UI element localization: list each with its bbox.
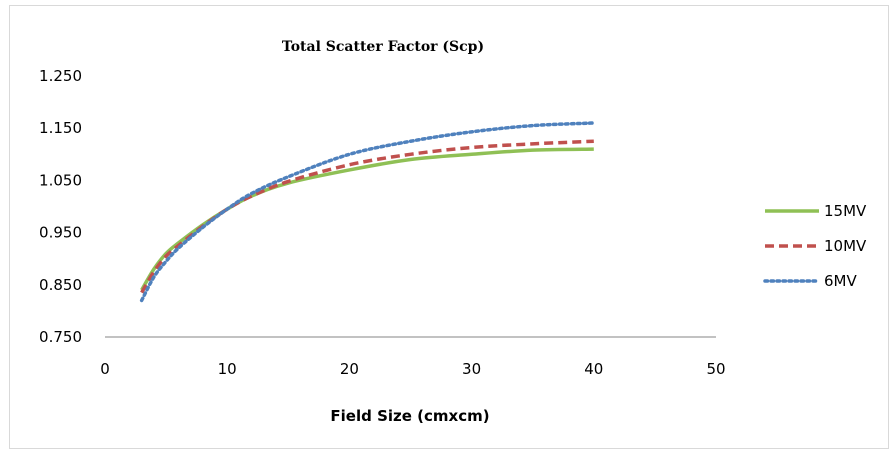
series-line-6mv [139,121,596,303]
x-tick-label: 30 [462,360,481,378]
y-tick-label: 0.850 [39,276,82,294]
x-tick-labels: 0 10 20 30 40 50 [100,360,725,378]
y-tick-label: 1.250 [39,67,82,85]
legend-label-10mv: 10MV [824,237,867,255]
legend: 15MV 10MV 6MV [763,202,867,290]
y-tick-label: 1.050 [39,171,82,189]
x-tick-label: 40 [584,360,603,378]
x-tick-label: 20 [340,360,359,378]
plot-area [139,121,596,303]
y-tick-label: 0.950 [39,224,82,242]
y-tick-label: 1.150 [39,119,82,137]
legend-label-6mv: 6MV [824,272,857,290]
legend-label-15mv: 15MV [824,202,867,220]
y-tick-labels: 0.750 0.850 0.950 1.050 1.150 1.250 [39,67,82,346]
x-axis-label: Field Size (cmxcm) [330,407,489,425]
x-tick-label: 50 [706,360,725,378]
x-tick-label: 0 [100,360,110,378]
chart-frame [9,5,889,449]
y-tick-label: 0.750 [39,328,82,346]
x-tick-label: 10 [218,360,237,378]
series-line-10mv [140,139,594,294]
chart-title: Total Scatter Factor (Scp) [282,39,484,55]
